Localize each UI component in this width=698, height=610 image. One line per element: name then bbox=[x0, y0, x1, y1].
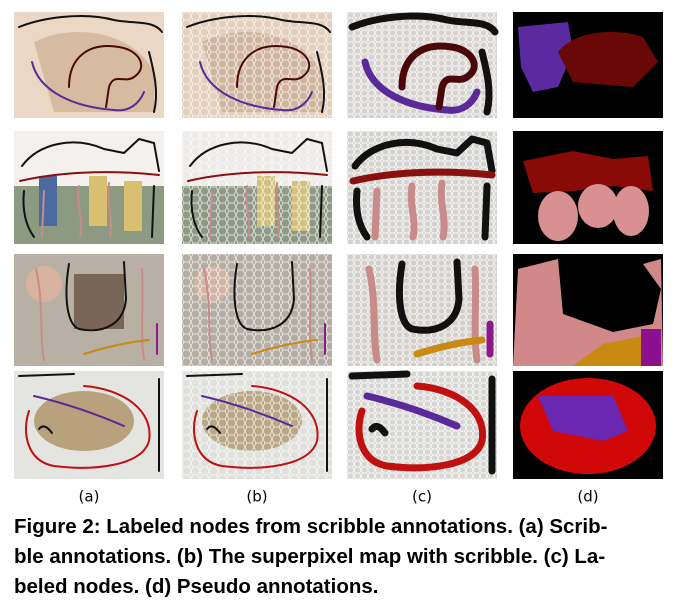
panel-3c bbox=[347, 254, 497, 366]
panel-3b bbox=[182, 254, 332, 366]
column-label: (a) bbox=[79, 488, 100, 506]
panel-2d bbox=[513, 131, 663, 244]
panel-2a bbox=[14, 131, 164, 244]
panel-2c bbox=[347, 131, 497, 244]
caption-line: beled nodes. (d) Pseudo annotations. bbox=[14, 575, 379, 598]
panel-1a bbox=[14, 12, 164, 118]
panel-4a bbox=[14, 371, 164, 479]
panel-4c bbox=[347, 371, 497, 479]
column-label: (d) bbox=[577, 488, 598, 506]
panel-3d bbox=[513, 254, 663, 366]
panel-1c bbox=[347, 12, 497, 118]
caption-line: Figure 2: Labeled nodes from scribble an… bbox=[14, 515, 608, 538]
panel-4d bbox=[513, 371, 663, 479]
column-label: (c) bbox=[412, 488, 432, 506]
panel-3a bbox=[14, 254, 164, 366]
panel-1b bbox=[182, 12, 332, 118]
caption-line: ble annotations. (b) The superpixel map … bbox=[14, 545, 606, 568]
panel-2b bbox=[182, 131, 332, 244]
column-label: (b) bbox=[246, 488, 267, 506]
panel-4b bbox=[182, 371, 332, 479]
panel-1d bbox=[513, 12, 663, 118]
